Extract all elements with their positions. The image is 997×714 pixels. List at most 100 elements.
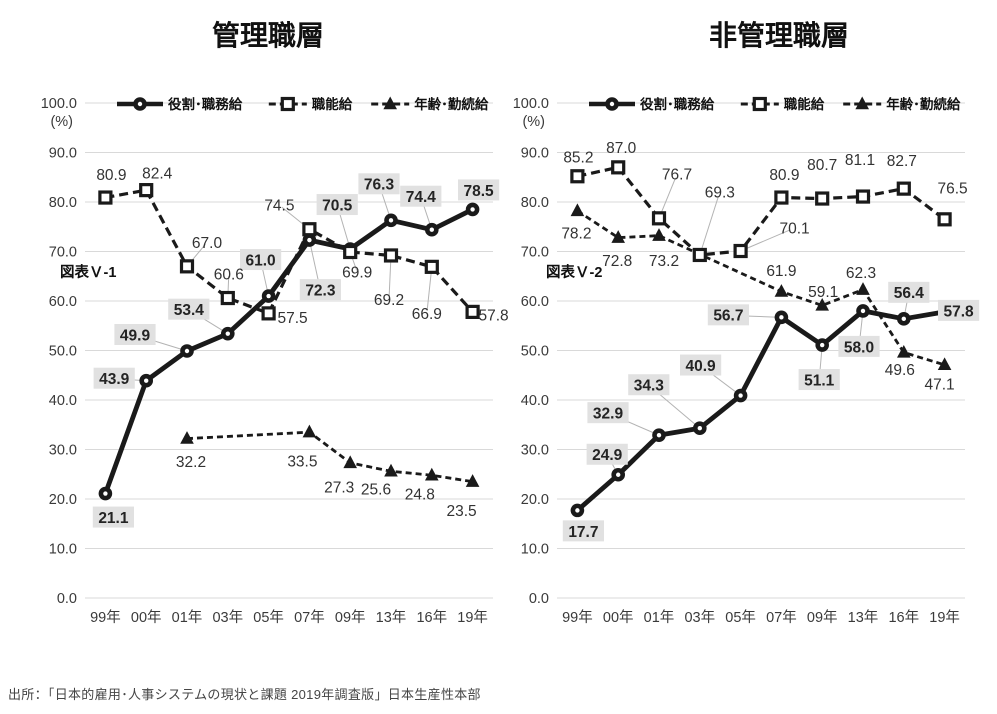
x-tick-label: 13年 [376, 609, 407, 626]
data-point-marker-circle-center [266, 293, 271, 299]
value-label: 61.0 [246, 252, 276, 269]
value-label: 27.3 [324, 479, 354, 496]
data-point-marker-square [139, 183, 154, 198]
value-label: 80.7 [807, 157, 837, 174]
y-tick-label: 30.0 [521, 443, 549, 459]
data-point-marker-square [343, 244, 358, 260]
data-point-marker-square [220, 290, 235, 306]
data-point-marker-circle-center [103, 491, 108, 496]
series-line-square [105, 188, 474, 315]
x-tick-label: 09年 [335, 609, 366, 626]
data-point-marker-square [611, 160, 626, 175]
series-line-circle [575, 308, 946, 513]
data-point-marker-circle-center [779, 315, 784, 320]
value-label: 57.5 [278, 310, 308, 327]
data-point-marker-square [465, 304, 480, 319]
figure-label: 図表Ｖ-2 [546, 263, 602, 281]
data-point-marker-circle-center [429, 227, 434, 232]
data-point-marker-circle-center [184, 348, 190, 354]
value-label-highlight [92, 506, 134, 528]
x-tick-label: 01年 [644, 609, 675, 626]
data-point-marker-circle-center [697, 426, 702, 431]
value-label: 67.0 [192, 235, 223, 252]
value-label: 81.1 [845, 152, 875, 169]
data-point-marker-circle-center [575, 508, 580, 513]
chart-non-management: 100.0 90.0 80.0 70.0 60.0 50.0 40.0 30.0 20.0 10.… [513, 96, 980, 626]
series-line-square [577, 165, 946, 257]
value-label: 51.1 [804, 372, 835, 389]
data-point-marker-triangle [611, 230, 625, 243]
data-point-marker-square [937, 212, 952, 227]
x-tick-label: 19年 [929, 609, 960, 626]
x-tick-label: 07年 [766, 609, 797, 626]
x-tick-label: 03年 [212, 609, 243, 626]
value-label: 21.1 [98, 510, 129, 527]
y-tick-label: 20.0 [521, 492, 549, 508]
data-point-marker-circle-center [307, 237, 312, 243]
value-label-highlight [316, 194, 358, 216]
data-point-marker-triangle [855, 96, 869, 110]
value-label-highlight [168, 298, 210, 320]
value-label: 62.3 [846, 265, 876, 282]
figure-label: 図表Ｖ-1 [60, 263, 116, 281]
data-point-marker-square [692, 247, 707, 263]
value-label: 76.5 [938, 181, 968, 198]
y-tick-label: 50.0 [49, 344, 77, 360]
data-point-marker-triangle [425, 467, 439, 481]
value-label-highlight [586, 443, 628, 465]
value-label: 85.2 [563, 150, 593, 167]
value-label: 56.7 [713, 308, 743, 325]
value-label-highlight [838, 335, 880, 357]
x-tick-label: 00年 [131, 609, 162, 626]
value-label: 32.2 [176, 454, 206, 471]
y-tick-label: 10.0 [49, 542, 77, 558]
x-tick-label: 16年 [888, 609, 919, 626]
value-label-highlight [707, 304, 749, 326]
value-label: 17.7 [568, 524, 598, 541]
value-label: 58.0 [844, 339, 874, 356]
value-label: 87.0 [606, 140, 637, 157]
value-label-highlight [400, 185, 442, 207]
data-point-marker-triangle [383, 96, 397, 110]
data-point-marker-triangle [384, 463, 398, 477]
y-axis-unit: (%) [522, 114, 545, 130]
data-point-marker-square [774, 190, 789, 205]
legend-item-label: 職能給 [312, 96, 353, 112]
data-point-marker-square [280, 96, 295, 112]
x-tick-label: 05年 [253, 609, 284, 626]
value-label-highlight [938, 299, 980, 321]
legend-item-label: 年齢･勤続給 [414, 96, 489, 112]
value-label-highlight [114, 323, 156, 345]
legend-item-label: 職能給 [784, 96, 825, 112]
value-label-highlight [798, 369, 840, 391]
y-tick-label: 70.0 [521, 245, 549, 261]
y-tick-label: 30.0 [49, 443, 77, 459]
data-point-marker-triangle [180, 431, 194, 444]
y-axis-unit: (%) [50, 114, 73, 130]
data-point-marker-triangle [856, 282, 870, 295]
value-label: 69.3 [705, 184, 735, 201]
data-point-marker-circle-center [656, 432, 662, 438]
value-label: 76.7 [662, 167, 692, 184]
data-point-marker-circle-center [901, 316, 906, 322]
value-label: 43.9 [99, 371, 130, 388]
value-label: 25.6 [361, 482, 391, 499]
data-point-marker-circle-center [860, 308, 866, 314]
data-point-marker-triangle [774, 284, 789, 297]
x-tick-label: 05年 [725, 609, 756, 626]
value-label: 49.9 [120, 327, 151, 344]
data-point-marker-square [424, 259, 439, 274]
data-point-marker-triangle [465, 474, 480, 487]
label-leader-line [337, 208, 351, 250]
y-tick-label: 100.0 [513, 96, 549, 112]
label-leader-line [308, 240, 321, 287]
y-tick-label: 40.0 [521, 393, 549, 409]
value-label: 72.3 [305, 283, 336, 300]
legend-item-label: 年齢･勤続給 [886, 96, 961, 112]
value-label-highlight [680, 354, 722, 376]
chart-title-non-management: 非管理職層 [709, 19, 849, 51]
value-label-highlight [587, 402, 629, 424]
x-tick-label: 99年 [562, 609, 593, 626]
data-point-marker-circle-center [738, 393, 743, 398]
